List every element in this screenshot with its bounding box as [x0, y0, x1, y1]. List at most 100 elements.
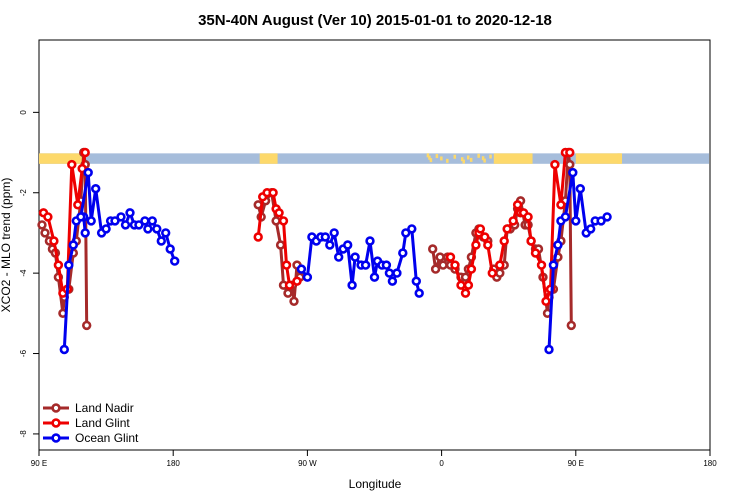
land-ocean-strip — [39, 153, 709, 164]
point-land-glint-3-4 — [512, 200, 523, 210]
point-ocean-glint-1-22 — [161, 228, 171, 238]
x-tick-label-0: 90 E — [31, 459, 47, 468]
point-ocean-glint-2-1 — [302, 272, 313, 282]
point-land-glint-3-13 — [550, 159, 560, 170]
point-ocean-glint-1-14 — [125, 208, 135, 218]
strip-land-speck-0 — [426, 153, 430, 158]
legend-item-land-nadir: Land Nadir — [43, 401, 134, 415]
legend-label-land-nadir: Land Nadir — [75, 401, 134, 415]
strip-land-speck-9 — [466, 155, 470, 160]
point-ocean-glint-2-22 — [392, 268, 402, 278]
point-ocean-glint-2-16 — [369, 272, 380, 282]
point-land-glint-0-1 — [43, 212, 53, 222]
point-ocean-glint-3-4 — [560, 212, 571, 222]
point-land-glint-1-6 — [278, 216, 289, 226]
point-ocean-glint-1-17 — [140, 216, 150, 226]
point-ocean-glint-1-7 — [90, 184, 101, 194]
strip-land-speck-13 — [483, 158, 486, 163]
strip-land-speck-11 — [477, 153, 480, 158]
legend-marker-land-nadir — [51, 403, 61, 413]
point-land-glint-2-2 — [456, 280, 466, 290]
point-land-glint-3-7 — [523, 212, 533, 222]
point-land-nadir-0-14 — [81, 320, 92, 331]
legend-marker-ocean-glint — [51, 433, 61, 443]
point-ocean-glint-1-18 — [143, 224, 153, 234]
point-land-glint-0-2 — [49, 236, 59, 246]
strip-land-speck-14 — [489, 154, 492, 159]
point-ocean-glint-2-14 — [360, 260, 371, 270]
point-land-glint-2-4 — [463, 280, 474, 290]
strip-land-segment-2 — [493, 153, 533, 164]
point-ocean-glint-3-5 — [568, 167, 578, 178]
y-tick-label-1: -2 — [19, 189, 28, 197]
strip-land-segment-0 — [39, 153, 84, 164]
legend-label-ocean-glint: Ocean Glint — [75, 431, 139, 445]
point-ocean-glint-3-6 — [571, 216, 581, 226]
strip-land-segment-1 — [259, 153, 278, 164]
point-land-glint-3-10 — [536, 260, 547, 270]
point-land-glint-3-16 — [565, 147, 575, 158]
x-axis-label: Longitude — [349, 477, 402, 491]
legend-label-land-glint: Land Glint — [75, 416, 130, 430]
strip-land-speck-1 — [428, 155, 431, 160]
point-land-glint-2-1 — [450, 260, 460, 270]
point-ocean-glint-2-10 — [343, 240, 353, 250]
strip-ocean-band — [40, 153, 709, 164]
point-land-glint-1-9 — [292, 276, 302, 286]
point-land-nadir-2-8 — [460, 272, 471, 282]
series-group — [37, 147, 612, 355]
point-land-glint-2-0 — [445, 252, 456, 262]
point-land-nadir-2-3 — [438, 260, 448, 270]
point-ocean-glint-1-19 — [147, 216, 158, 226]
point-land-glint-3-8 — [526, 236, 536, 246]
point-ocean-glint-2-0 — [296, 264, 307, 274]
legend-marker-land-glint — [51, 418, 61, 428]
y-tick-label-2: -4 — [19, 269, 28, 277]
point-ocean-glint-1-23 — [165, 244, 175, 254]
point-ocean-glint-3-11 — [596, 216, 606, 226]
plot-frame — [38, 39, 711, 451]
point-ocean-glint-1-6 — [86, 216, 96, 226]
strip-land-speck-2 — [429, 158, 433, 163]
x-tick-label-3: 0 — [439, 459, 444, 468]
point-land-glint-0-8 — [77, 163, 87, 174]
strip-land-speck-7 — [460, 157, 464, 162]
point-ocean-glint-1-12 — [116, 212, 126, 222]
point-ocean-glint-2-21 — [387, 276, 398, 286]
point-ocean-glint-3-0 — [544, 344, 554, 355]
point-ocean-glint-1-20 — [152, 224, 162, 234]
point-land-glint-3-2 — [502, 224, 512, 234]
point-land-nadir-1-7 — [283, 288, 293, 298]
point-ocean-glint-1-11 — [110, 216, 120, 226]
point-land-nadir-3-23 — [566, 320, 576, 331]
point-ocean-glint-2-6 — [325, 240, 335, 250]
point-land-glint-0-9 — [80, 147, 90, 158]
point-land-glint-3-1 — [499, 236, 509, 246]
point-land-glint-2-9 — [480, 232, 490, 242]
point-ocean-glint-2-12 — [350, 252, 360, 262]
point-land-nadir-3-22 — [565, 159, 575, 170]
y-tick-label-3: -6 — [19, 349, 28, 357]
point-ocean-glint-1-13 — [120, 220, 131, 230]
point-ocean-glint-1-9 — [101, 224, 111, 234]
point-land-glint-1-0 — [253, 232, 263, 242]
point-ocean-glint-2-19 — [381, 260, 392, 270]
strip-land-speck-12 — [481, 156, 485, 161]
point-ocean-glint-2-11 — [347, 280, 357, 290]
point-land-glint-2-8 — [475, 224, 486, 234]
point-land-glint-0-7 — [73, 200, 83, 210]
strip-land-speck-4 — [440, 156, 443, 161]
point-land-nadir-0-1 — [40, 228, 50, 238]
point-ocean-glint-1-24 — [170, 256, 180, 266]
point-ocean-glint-0-1 — [80, 228, 90, 238]
x-tick-label-1: 180 — [167, 459, 181, 468]
point-ocean-glint-2-5 — [320, 232, 330, 242]
point-ocean-glint-2-20 — [384, 268, 395, 278]
x-tick-label-4: 90 E — [568, 459, 584, 468]
strip-land-speck-6 — [453, 154, 457, 159]
strip-land-segment-4 — [617, 153, 623, 164]
point-land-glint-3-0 — [495, 260, 505, 270]
point-ocean-glint-3-2 — [553, 240, 563, 250]
point-land-glint-1-7 — [281, 260, 292, 270]
